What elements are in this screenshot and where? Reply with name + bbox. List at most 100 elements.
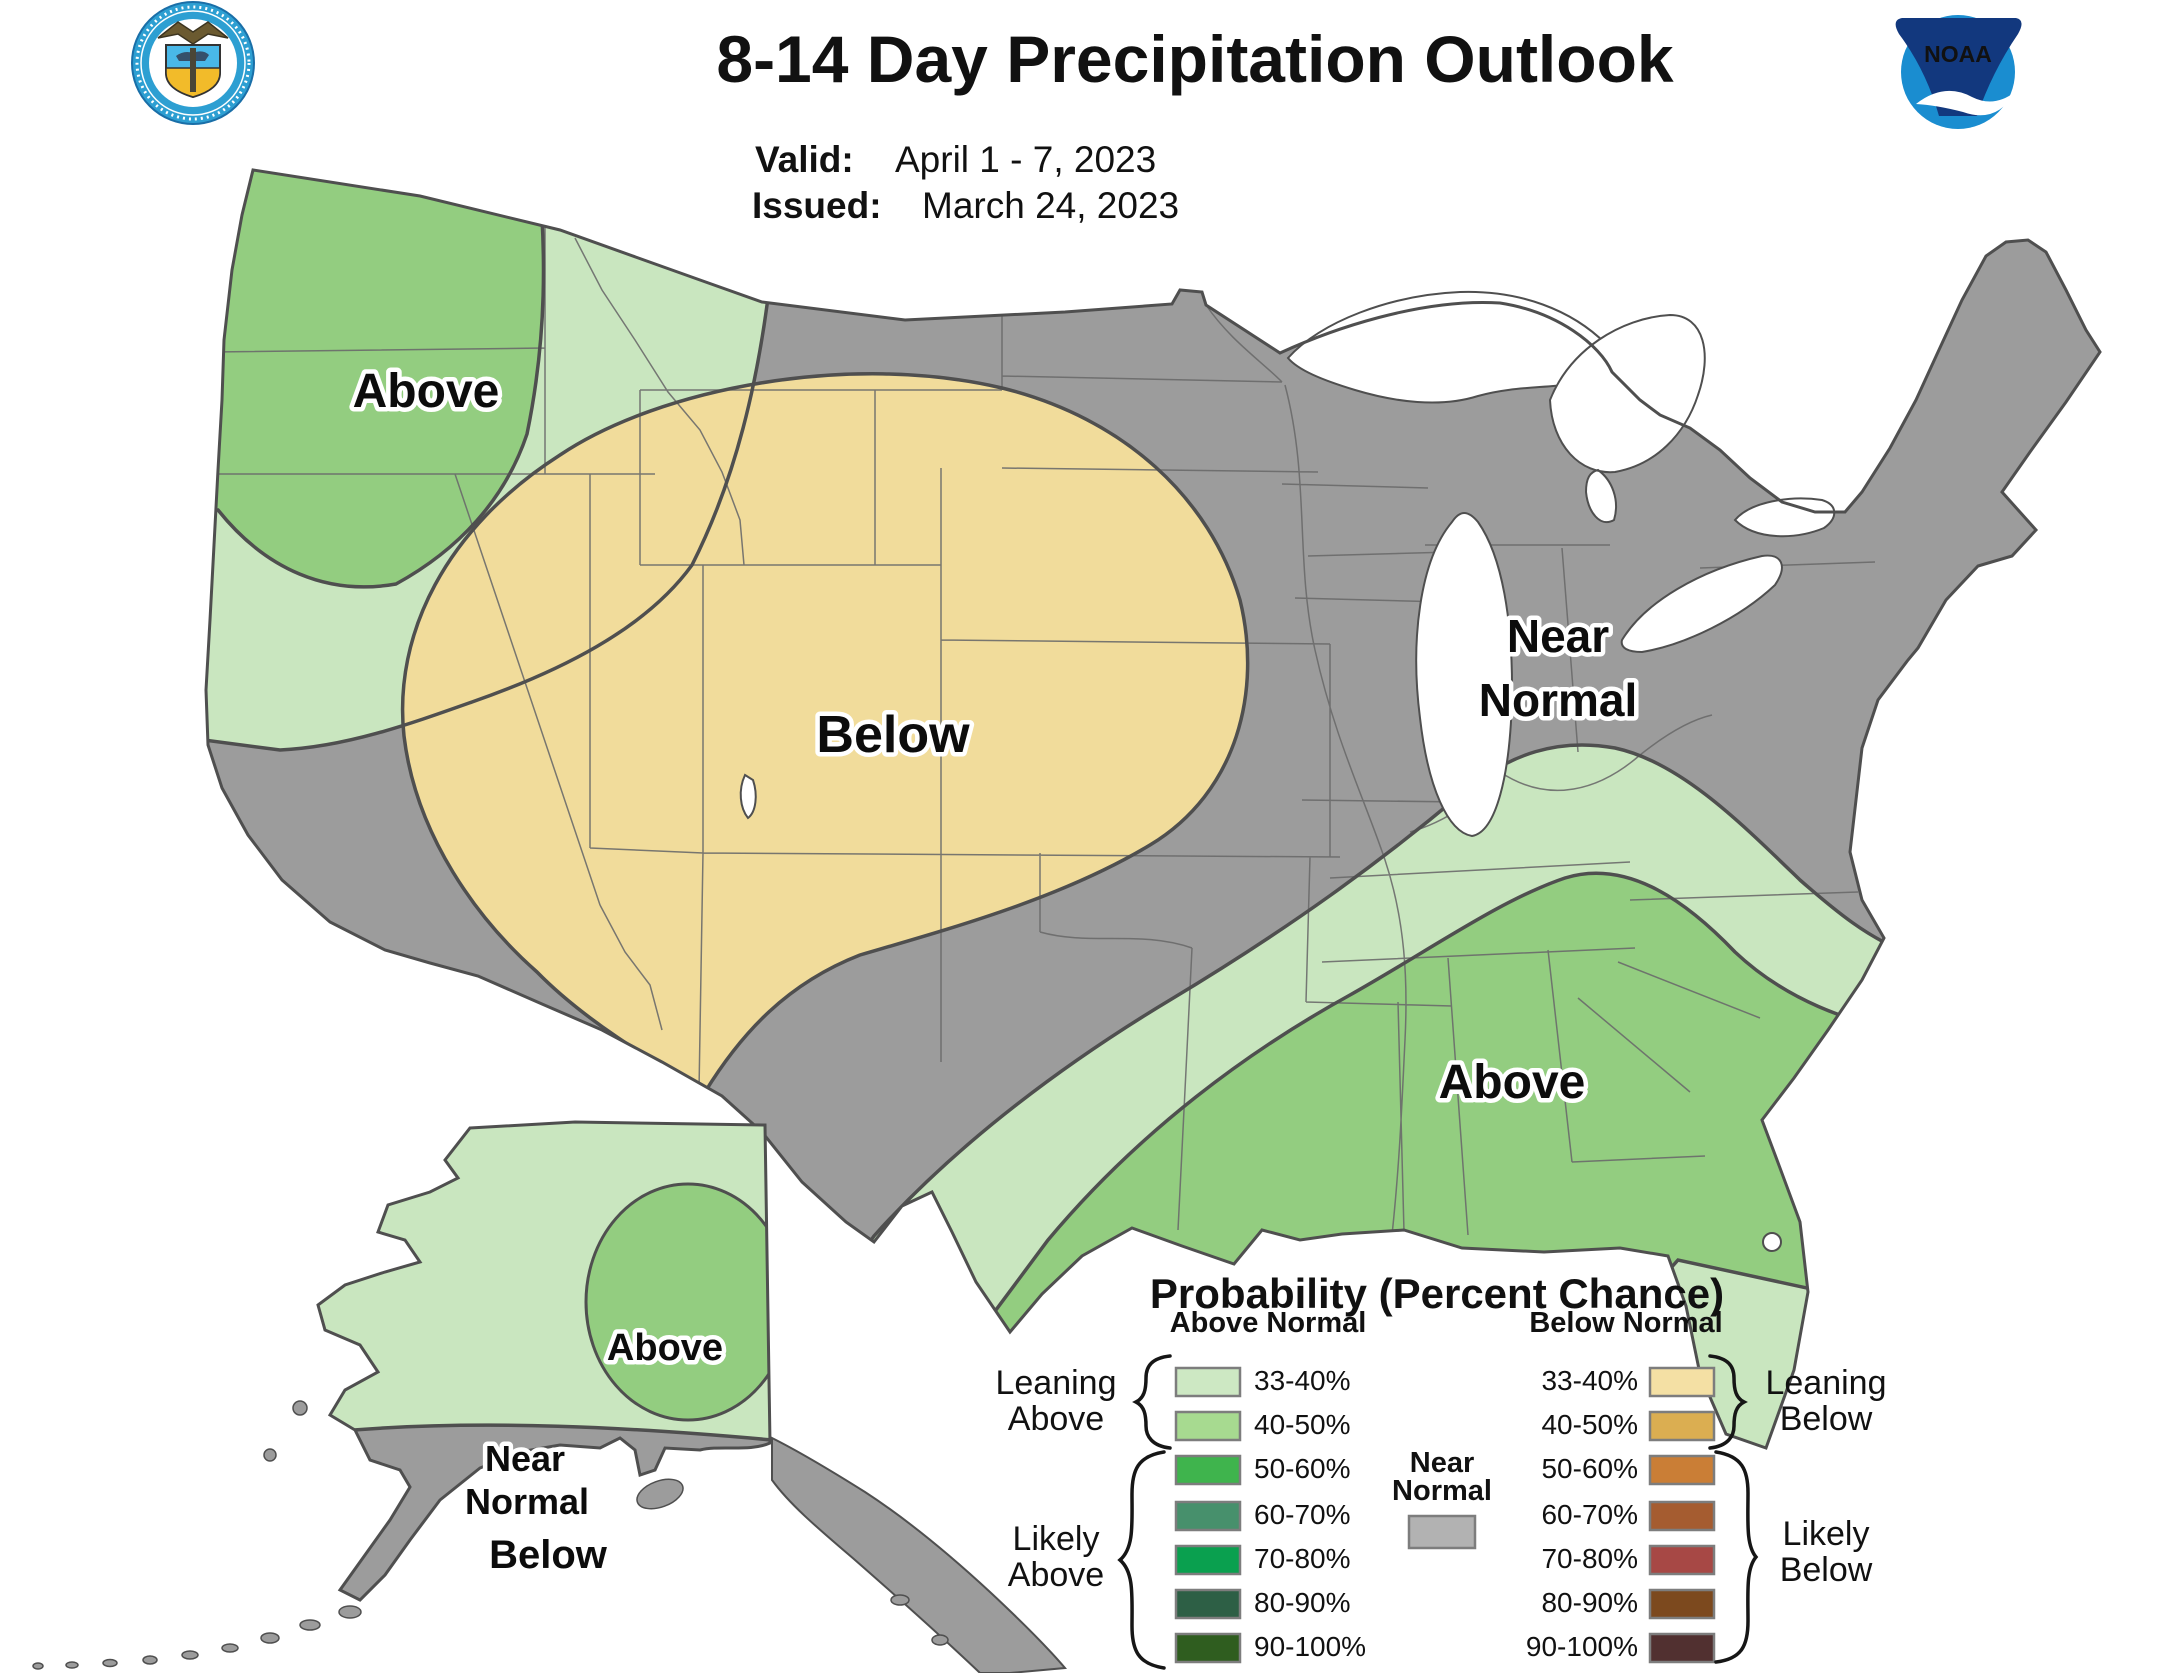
aleutian-island (32, 1662, 44, 1670)
alaska-islands (32, 1400, 1068, 1673)
page-title: 8-14 Day Precipitation Outlook (716, 22, 1674, 96)
legend-near-line1: Near (1410, 1447, 1475, 1479)
label-leaning-above-1: Leaning (995, 1364, 1116, 1402)
alaska-labels: Above Near Normal Below (460, 1323, 727, 1582)
legend-swatch-below-90-100 (1648, 1632, 1716, 1664)
label-likely-above-2: Above (1008, 1556, 1104, 1594)
legend-swatch-above-70-80 (1174, 1544, 1242, 1576)
label-leaning-above-2: Above (1008, 1400, 1104, 1438)
issued-label: Issued: (752, 185, 882, 226)
legend-swatch-above-50-60 (1174, 1454, 1242, 1486)
legend: Probability (Percent Chance) Above Norma… (995, 1270, 1887, 1670)
label-ak-normal: Normal (465, 1481, 589, 1522)
legend-label-below-50-60: 50-60% (1541, 1453, 1638, 1484)
noaa-logo-text: NOAA (1924, 41, 1992, 67)
panhandle-island (890, 1594, 910, 1606)
label-ak-near: Near (485, 1438, 565, 1479)
commerce-seal-icon (131, 1, 255, 125)
legend-label-above-60-70: 60-70% (1254, 1499, 1351, 1530)
legend-swatch-near-normal (1407, 1514, 1477, 1550)
label-likely-below-1: Likely (1783, 1515, 1870, 1553)
legend-above-header: Above Normal (1170, 1307, 1367, 1339)
lake-michigan (1415, 512, 1514, 838)
map-region-nw-above-40-50 (206, 170, 544, 587)
legend-label-below-90-100: 90-100% (1526, 1631, 1638, 1662)
noaa-fan (1895, 18, 2022, 116)
lake-okeechobee (1762, 1232, 1782, 1252)
legend-below-column: 33-40% 40-50% 50-60% 60-70% 70-80% 80-90… (1526, 1365, 1716, 1664)
label-se-above: Above (1439, 1056, 1586, 1109)
conus-labels: Above Below Near Normal Above (348, 361, 1642, 1114)
alaska-map: Above Near Normal Below (32, 1120, 1068, 1673)
label-leaning-below-2: Below (1780, 1400, 1873, 1438)
legend-label-above-33-40: 33-40% (1254, 1365, 1351, 1396)
legend-below-header: Below Normal (1529, 1307, 1722, 1339)
great-salt-lake (739, 773, 757, 820)
legend-swatch-below-80-90 (1648, 1588, 1716, 1620)
lake-erie (1620, 554, 1783, 654)
legend-swatch-above-80-90 (1174, 1588, 1242, 1620)
header: 8-14 Day Precipitation Outlook Valid: Ap… (131, 1, 2022, 226)
label-leaning-below-1: Leaning (1765, 1364, 1886, 1402)
legend-group-labels: Leaning Above Likely Above Leaning Below… (995, 1364, 1886, 1594)
legend-swatch-above-60-70 (1174, 1500, 1242, 1532)
conus-map: Above Below Near Normal Above (204, 168, 2102, 1450)
label-central-below: Below (816, 706, 970, 764)
legend-label-above-80-90: 80-90% (1254, 1587, 1351, 1618)
aleutian-island (102, 1658, 118, 1668)
label-east-normal: Normal (1479, 674, 1637, 726)
valid-label: Valid: (755, 139, 854, 180)
seal-ring-text (135, 5, 251, 121)
valid-value: April 1 - 7, 2023 (895, 139, 1156, 180)
legend-label-above-90-100: 90-100% (1254, 1631, 1366, 1662)
aleutian-island (221, 1643, 239, 1653)
kodiak-island (636, 1478, 684, 1510)
alaska-fills (318, 1122, 770, 1600)
label-likely-below-2: Below (1780, 1551, 1873, 1589)
legend-label-below-33-40: 33-40% (1541, 1365, 1638, 1396)
aleutian-island (142, 1655, 158, 1665)
legend-title: Probability (Percent Chance) (1150, 1270, 1724, 1317)
ak-region-above-40-50 (584, 1182, 770, 1422)
seal-anchor (190, 48, 196, 92)
seal-ring-inner-line (140, 10, 246, 116)
label-east-near: Near (1507, 610, 1609, 662)
bering-island (263, 1448, 277, 1462)
legend-label-above-40-50: 40-50% (1254, 1409, 1351, 1440)
legend-swatch-below-70-80 (1648, 1544, 1716, 1576)
alaska-panhandle (771, 1436, 1068, 1673)
legend-swatch-below-50-60 (1648, 1454, 1716, 1486)
legend-label-above-70-80: 70-80% (1254, 1543, 1351, 1574)
brace-likely-below (1714, 1450, 1759, 1664)
bering-island (292, 1400, 308, 1416)
aleutian-island (338, 1605, 362, 1619)
label-ak-below: Below (489, 1533, 608, 1577)
aleutian-island (260, 1632, 280, 1644)
label-likely-above-1: Likely (1013, 1520, 1100, 1558)
aleutian-island (65, 1661, 79, 1669)
legend-label-below-40-50: 40-50% (1541, 1409, 1638, 1440)
noaa-logo-icon: NOAA (1895, 15, 2022, 129)
label-nw-above: Above (353, 365, 500, 418)
legend-swatch-below-40-50 (1648, 1410, 1716, 1442)
legend-swatch-above-40-50 (1174, 1410, 1242, 1442)
label-ak-above: Above (607, 1327, 723, 1369)
legend-near-line2: Normal (1392, 1475, 1492, 1507)
legend-label-below-80-90: 80-90% (1541, 1587, 1638, 1618)
panhandle-island (931, 1634, 949, 1646)
legend-label-below-60-70: 60-70% (1541, 1499, 1638, 1530)
legend-label-above-50-60: 50-60% (1254, 1453, 1351, 1484)
lake-huron (1548, 313, 1706, 523)
aleutian-island (299, 1619, 321, 1631)
legend-above-column: 33-40% 40-50% 50-60% 60-70% 70-80% 80-90… (1174, 1365, 1366, 1664)
legend-near-normal: Near Normal (1392, 1447, 1492, 1550)
issued-value: March 24, 2023 (922, 185, 1179, 226)
legend-swatch-above-33-40 (1174, 1366, 1242, 1398)
seal-eagle (157, 21, 229, 45)
legend-swatch-below-33-40 (1648, 1366, 1716, 1398)
legend-swatch-above-90-100 (1174, 1632, 1242, 1664)
brace-likely-above (1117, 1450, 1166, 1670)
legend-label-below-70-80: 70-80% (1541, 1543, 1638, 1574)
